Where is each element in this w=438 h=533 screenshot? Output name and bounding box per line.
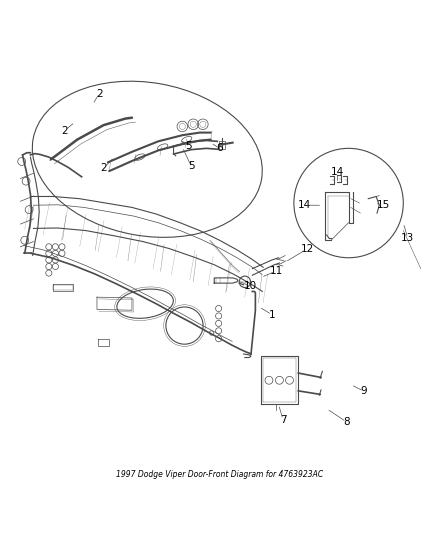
Text: 6: 6 xyxy=(215,143,223,154)
Text: 7: 7 xyxy=(279,415,286,425)
Text: 5: 5 xyxy=(185,141,192,151)
Text: 5: 5 xyxy=(187,161,194,171)
Text: 11: 11 xyxy=(269,266,283,276)
Text: 14: 14 xyxy=(330,167,343,177)
Text: 2: 2 xyxy=(95,88,102,99)
Text: 15: 15 xyxy=(376,200,389,210)
Text: 2: 2 xyxy=(100,163,106,173)
Text: 12: 12 xyxy=(300,244,313,254)
Text: 10: 10 xyxy=(243,281,256,291)
Text: 14: 14 xyxy=(297,200,311,210)
Text: 9: 9 xyxy=(360,386,367,396)
Text: 1: 1 xyxy=(268,310,275,320)
Text: 2: 2 xyxy=(61,126,67,136)
Text: 1997 Dodge Viper Door-Front Diagram for 4763923AC: 1997 Dodge Viper Door-Front Diagram for … xyxy=(116,470,322,479)
Text: 13: 13 xyxy=(400,233,413,243)
Text: 8: 8 xyxy=(343,417,349,427)
